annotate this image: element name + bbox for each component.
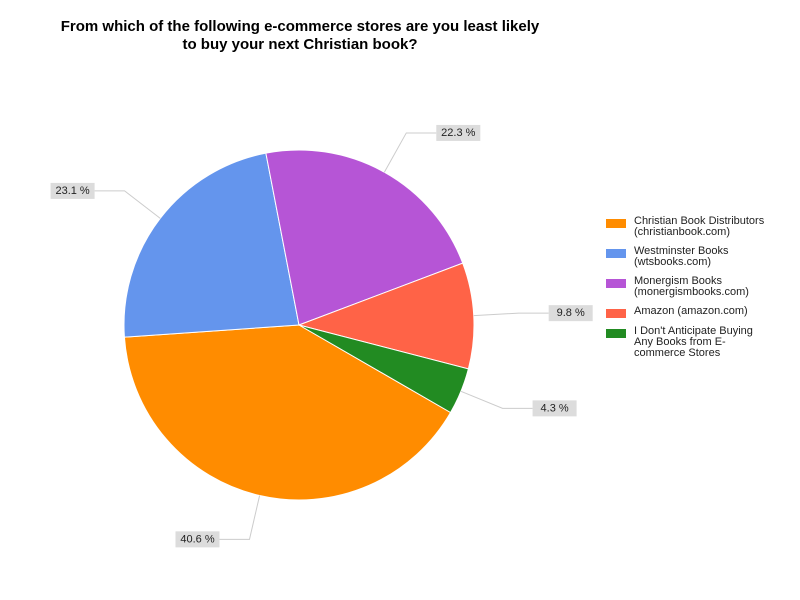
data-label: 23.1 % <box>55 185 89 197</box>
legend-item: Westminster Books (wtsbooks.com) <box>606 246 786 268</box>
legend-label: Monergism Books (monergismbooks.com) <box>634 275 749 298</box>
pie-slice <box>123 324 452 501</box>
data-label-bg <box>532 400 577 417</box>
data-label: 40.6 % <box>180 533 214 545</box>
leader-line <box>473 312 549 317</box>
legend-swatch <box>606 219 626 228</box>
legend-item: I Don't Anticipate Buying Any Books from… <box>606 326 786 359</box>
legend-label: Westminster Books (wtsbooks.com) <box>634 245 729 268</box>
data-label-group: 23.1 % <box>50 182 95 199</box>
data-label-bg <box>175 531 220 548</box>
data-label-group: 9.8 % <box>548 305 593 322</box>
leader-line <box>460 390 533 409</box>
legend-label: Christian Book Distributors (christianbo… <box>634 215 765 238</box>
data-label-bg <box>548 305 593 322</box>
data-label-bg <box>436 124 481 141</box>
legend-swatch <box>606 279 626 288</box>
legend-item: Monergism Books (monergismbooks.com) <box>606 276 786 298</box>
legend-item: Amazon (amazon.com) <box>606 306 786 318</box>
data-label-group: 40.6 % <box>175 531 220 548</box>
data-label: 22.3 % <box>441 127 475 139</box>
legend-swatch <box>606 249 626 258</box>
legend: Christian Book Distributors (christianbo… <box>606 216 786 367</box>
chart-title: From which of the following e-commerce s… <box>60 18 540 53</box>
data-label-group: 22.3 % <box>436 124 481 141</box>
data-label: 4.3 % <box>541 402 569 414</box>
legend-label: I Don't Anticipate Buying Any Books from… <box>634 325 753 359</box>
legend-swatch <box>606 309 626 318</box>
leader-line <box>383 132 437 173</box>
legend-swatch <box>606 329 626 338</box>
leader-line <box>94 190 161 219</box>
data-label: 9.8 % <box>557 307 585 319</box>
data-label-bg <box>50 182 95 199</box>
pie-slice <box>298 324 470 414</box>
legend-item: Christian Book Distributors (christianbo… <box>606 216 786 238</box>
legend-label: Amazon (amazon.com) <box>634 305 748 317</box>
leader-line <box>219 495 261 540</box>
data-label-group: 4.3 % <box>532 400 577 417</box>
